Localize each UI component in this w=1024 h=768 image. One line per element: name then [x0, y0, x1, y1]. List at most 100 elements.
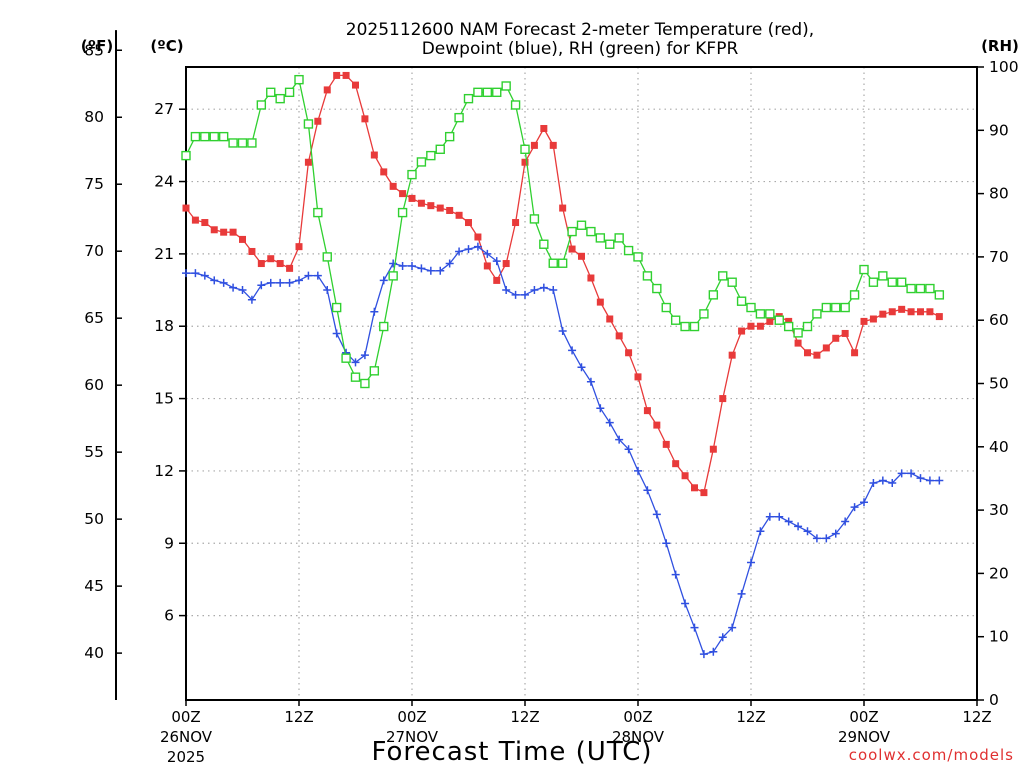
data-point-marker — [689, 321, 700, 332]
data-point-marker — [672, 460, 680, 468]
data-point-marker — [399, 190, 407, 198]
data-point-marker — [840, 302, 850, 313]
data-point-marker — [586, 377, 595, 386]
data-point-marker — [313, 207, 323, 218]
data-point-marker — [775, 512, 784, 521]
data-point-marker — [370, 151, 378, 159]
data-point-marker — [558, 327, 567, 336]
data-point-marker — [850, 503, 859, 512]
rh-tick-label: 20 — [989, 564, 1009, 582]
data-point-marker — [389, 259, 398, 268]
data-point-marker — [841, 517, 850, 526]
celsius-tick-label: 9 — [164, 534, 174, 552]
celsius-tick-label: 18 — [154, 317, 174, 335]
x-tick-label: 00Z — [623, 708, 652, 726]
x-tick-year: 2025 — [167, 748, 205, 766]
data-point-marker — [747, 558, 755, 567]
data-point-marker — [369, 366, 380, 376]
data-point-marker — [397, 207, 408, 218]
data-point-marker — [879, 310, 887, 318]
data-point-marker — [247, 295, 256, 304]
data-point-marker — [926, 308, 934, 316]
fahrenheit-tick-label: 60 — [84, 376, 104, 394]
data-point-marker — [691, 484, 698, 492]
data-point-marker — [615, 435, 624, 444]
data-point-marker — [935, 476, 944, 485]
data-point-marker — [765, 512, 774, 521]
data-point-marker — [783, 321, 794, 332]
celsius-tick-label: 21 — [154, 245, 174, 263]
data-point-marker — [681, 472, 689, 480]
data-point-marker — [709, 445, 717, 453]
data-point-marker — [898, 305, 906, 313]
data-point-marker — [464, 245, 473, 254]
data-point-marker — [822, 344, 830, 352]
celsius-tick-label: 6 — [164, 607, 174, 625]
x-tick-date: 26NOV — [160, 728, 213, 746]
data-point-marker — [925, 283, 935, 294]
rh-tick-label: 70 — [989, 248, 1009, 266]
data-point-marker — [266, 278, 275, 287]
data-point-marker — [841, 329, 849, 337]
data-point-marker — [436, 266, 445, 275]
data-point-marker — [295, 276, 303, 285]
data-point-marker — [228, 138, 238, 148]
x-tick-label: 12Z — [510, 708, 539, 726]
data-point-marker — [756, 322, 764, 330]
data-point-marker — [483, 262, 491, 270]
fahrenheit-tick-label: 45 — [84, 577, 104, 595]
credit-text: coolwx.com/models — [849, 746, 1014, 764]
series-rh — [181, 74, 945, 389]
data-point-marker — [916, 474, 925, 483]
data-point-marker — [878, 476, 887, 485]
data-point-marker — [220, 228, 228, 236]
data-point-marker — [557, 258, 568, 268]
data-point-marker — [897, 469, 906, 478]
data-point-marker — [633, 252, 643, 262]
data-point-marker — [275, 93, 285, 104]
series-dewpoint — [182, 242, 944, 659]
data-point-marker — [935, 313, 943, 321]
data-point-marker — [427, 202, 435, 210]
data-point-marker — [191, 269, 200, 278]
data-point-marker — [719, 395, 727, 403]
data-point-marker — [643, 486, 652, 495]
data-point-marker — [868, 277, 879, 287]
data-point-marker — [201, 219, 209, 227]
celsius-tick-label: 27 — [154, 100, 174, 118]
data-point-marker — [736, 296, 747, 306]
data-point-marker — [774, 315, 784, 325]
data-point-marker — [559, 204, 567, 212]
data-point-marker — [511, 290, 520, 299]
data-point-marker — [577, 363, 586, 372]
data-point-marker — [304, 158, 312, 166]
data-point-marker — [661, 302, 671, 313]
data-point-marker — [191, 216, 199, 224]
data-point-marker — [549, 286, 558, 295]
fahrenheit-tick-label: 85 — [84, 41, 104, 59]
data-point-marker — [755, 309, 766, 319]
data-point-marker — [294, 74, 304, 85]
data-point-marker — [342, 71, 350, 79]
data-point-marker — [229, 228, 237, 236]
data-point-marker — [341, 353, 351, 363]
data-point-marker — [520, 144, 530, 154]
data-point-marker — [286, 264, 294, 272]
data-point-marker — [360, 378, 370, 389]
data-point-marker — [765, 309, 775, 319]
data-point-marker — [624, 445, 633, 454]
x-tick-date: 27NOV — [386, 728, 439, 746]
data-point-marker — [925, 476, 934, 485]
data-point-marker — [652, 510, 661, 519]
data-point-marker — [285, 278, 294, 287]
data-point-marker — [501, 81, 511, 91]
data-point-marker — [521, 290, 529, 299]
fahrenheit-unit-label: (ºF) — [81, 37, 113, 55]
data-point-marker — [257, 260, 265, 268]
data-point-marker — [352, 81, 359, 89]
data-point-marker — [700, 489, 708, 497]
data-point-marker — [662, 440, 670, 448]
data-point-marker — [869, 478, 878, 487]
data-point-marker — [465, 219, 472, 227]
fahrenheit-tick-label: 50 — [84, 510, 104, 528]
